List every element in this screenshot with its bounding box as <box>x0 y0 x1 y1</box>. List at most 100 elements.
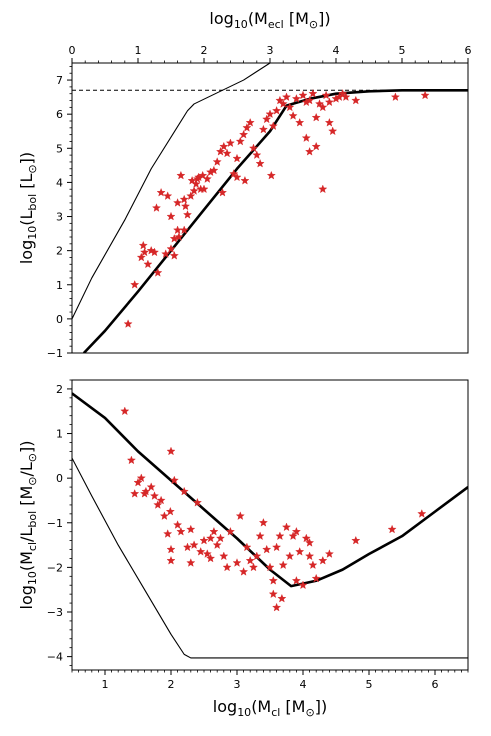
data-star <box>255 531 265 541</box>
data-star <box>266 170 276 180</box>
data-star <box>225 138 235 148</box>
data-star <box>219 551 229 561</box>
data-star <box>301 133 311 142</box>
x-tick-label: 3 <box>234 678 241 691</box>
data-star <box>305 95 315 105</box>
x-tick-label: 0 <box>69 44 76 57</box>
data-star <box>268 121 278 130</box>
data-star <box>291 94 301 103</box>
data-star <box>206 553 216 563</box>
data-star <box>341 92 351 101</box>
data-star <box>209 526 219 536</box>
data-star <box>136 252 146 262</box>
data-star <box>225 526 235 536</box>
data-star <box>166 211 176 221</box>
data-star <box>321 90 331 100</box>
data-star <box>318 184 328 194</box>
x-tick-label: 6 <box>465 44 472 57</box>
data-star <box>232 172 242 182</box>
top-y-axis-title: log10(Lbol [L⊙]) <box>17 152 39 264</box>
data-star <box>199 535 209 545</box>
data-star <box>174 232 184 241</box>
data-star <box>262 114 272 124</box>
data-star <box>169 251 179 260</box>
data-star <box>173 520 183 529</box>
data-star <box>173 198 183 207</box>
data-star <box>215 533 226 543</box>
data-star <box>288 531 298 541</box>
y-tick-label: −3 <box>47 606 63 619</box>
data-star <box>275 531 285 541</box>
data-star <box>169 475 179 485</box>
data-star <box>291 576 301 585</box>
data-star <box>138 240 148 250</box>
bottom-y-ticks: −4 −3 −2 −1 0 1 2 <box>47 379 72 666</box>
data-star <box>222 148 232 158</box>
data-star <box>202 549 212 558</box>
data-star <box>181 201 191 211</box>
top-y-ticks: −1 0 1 2 3 4 5 6 7 <box>47 66 72 360</box>
data-star <box>186 558 196 567</box>
data-star <box>295 117 305 127</box>
bottom-x-axis-title: log10(Mcl [M⊙]) <box>213 697 327 719</box>
y-tick-label: 0 <box>56 472 63 485</box>
data-star <box>351 535 361 545</box>
data-star <box>305 538 315 547</box>
data-star <box>265 562 275 572</box>
data-star <box>209 165 219 175</box>
data-star <box>252 150 262 159</box>
data-star <box>245 117 255 127</box>
data-star <box>202 174 212 183</box>
data-star <box>186 524 196 534</box>
data-star <box>311 112 321 122</box>
data-star <box>232 558 242 567</box>
top-lines-layer <box>72 63 468 353</box>
y-tick-label: 6 <box>56 108 63 121</box>
data-star <box>240 175 250 185</box>
data-star <box>212 157 222 166</box>
data-star <box>133 477 143 487</box>
data-star <box>258 518 268 527</box>
data-star <box>219 141 229 151</box>
data-star <box>262 544 272 554</box>
data-star <box>298 580 308 590</box>
data-star <box>324 117 334 127</box>
data-star <box>301 533 311 543</box>
data-star <box>239 129 249 139</box>
data-star <box>212 540 222 549</box>
top-stars-layer <box>123 88 430 328</box>
x-tick-label: 4 <box>333 44 340 57</box>
data-star <box>136 473 146 483</box>
x-tick-label: 3 <box>267 44 274 57</box>
data-star <box>281 522 292 532</box>
data-star <box>272 602 282 612</box>
data-star <box>191 179 201 188</box>
data-star <box>182 210 193 219</box>
data-star <box>387 524 397 534</box>
data-star <box>163 529 173 538</box>
x-tick-label: 6 <box>432 678 439 691</box>
data-star <box>179 486 189 496</box>
data-star <box>176 170 186 180</box>
data-star <box>198 170 208 180</box>
x-tick-label: 1 <box>102 678 109 691</box>
bottom-y-axis-title: log10(Mcl/Lbol [M⊙/L⊙]) <box>17 440 39 609</box>
data-star <box>242 542 252 552</box>
data-star <box>272 542 282 552</box>
data-star <box>126 455 136 465</box>
data-star <box>338 88 348 98</box>
bottom-plot-frame <box>71 379 469 671</box>
top-x-ticks: 0 1 2 3 4 5 6 <box>69 44 472 63</box>
model-curve-thick <box>72 392 468 588</box>
x-tick-label: 4 <box>300 678 307 691</box>
data-star <box>308 560 318 570</box>
data-star <box>324 549 334 558</box>
data-star <box>189 186 199 195</box>
data-star <box>308 88 318 98</box>
data-star <box>281 92 292 101</box>
data-star <box>179 194 189 204</box>
data-star <box>235 511 245 520</box>
data-star <box>420 90 430 100</box>
data-star <box>390 92 400 101</box>
